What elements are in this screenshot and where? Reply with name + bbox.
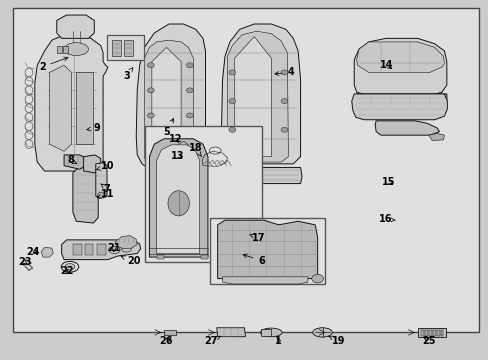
Polygon shape (73, 167, 98, 223)
Ellipse shape (147, 113, 154, 118)
Bar (420, 329, 423, 336)
Bar (97, 244, 106, 255)
Polygon shape (175, 141, 188, 158)
Polygon shape (353, 39, 446, 96)
Bar (428, 329, 431, 336)
Polygon shape (64, 155, 86, 169)
Text: 19: 19 (328, 336, 345, 346)
Polygon shape (234, 37, 271, 157)
Text: 23: 23 (18, 257, 32, 267)
Polygon shape (227, 31, 288, 162)
Text: 3: 3 (123, 68, 133, 81)
Bar (124, 40, 133, 56)
Text: 27: 27 (204, 336, 221, 346)
Text: 26: 26 (160, 336, 173, 346)
Bar (210, 218, 325, 284)
Ellipse shape (65, 264, 75, 270)
Text: 21: 21 (107, 243, 121, 253)
Ellipse shape (167, 191, 189, 216)
Text: 6: 6 (243, 254, 264, 266)
Text: 1: 1 (275, 336, 282, 346)
Text: 9: 9 (87, 123, 101, 133)
Ellipse shape (228, 99, 235, 104)
Bar (157, 255, 163, 259)
Text: 7: 7 (101, 184, 110, 194)
Ellipse shape (186, 88, 193, 93)
Bar (440, 329, 443, 336)
Polygon shape (61, 240, 141, 260)
Ellipse shape (186, 63, 193, 68)
Ellipse shape (281, 70, 287, 75)
Polygon shape (222, 277, 307, 284)
Ellipse shape (312, 328, 331, 337)
Polygon shape (115, 235, 137, 249)
Bar (63, 46, 68, 53)
Ellipse shape (311, 274, 323, 283)
Bar (436, 329, 439, 336)
Polygon shape (83, 155, 101, 173)
Ellipse shape (281, 127, 287, 132)
Text: 16: 16 (378, 215, 395, 224)
Polygon shape (216, 328, 245, 337)
Polygon shape (152, 47, 181, 158)
Polygon shape (22, 260, 31, 265)
Polygon shape (356, 42, 444, 72)
Polygon shape (356, 94, 446, 105)
Text: 5: 5 (163, 119, 173, 136)
Polygon shape (136, 24, 205, 167)
Polygon shape (163, 330, 176, 335)
Bar (144, 126, 261, 262)
Bar (432, 329, 435, 336)
Bar (107, 35, 143, 60)
Text: 18: 18 (188, 143, 202, 156)
Ellipse shape (186, 113, 193, 118)
Polygon shape (41, 247, 53, 257)
Polygon shape (49, 65, 71, 151)
Text: 4: 4 (274, 67, 294, 77)
Ellipse shape (281, 99, 287, 104)
Polygon shape (149, 139, 207, 257)
Text: 12: 12 (168, 134, 182, 144)
Bar (417, 328, 445, 337)
Polygon shape (181, 158, 193, 170)
Text: 24: 24 (26, 247, 40, 257)
Ellipse shape (260, 328, 282, 337)
Polygon shape (221, 24, 300, 164)
Bar (260, 329, 271, 336)
Polygon shape (35, 33, 108, 171)
Text: 20: 20 (121, 256, 140, 266)
Polygon shape (428, 134, 444, 140)
Bar (84, 244, 93, 255)
Polygon shape (96, 163, 107, 198)
Polygon shape (57, 15, 94, 39)
Bar (112, 40, 121, 56)
Text: 2: 2 (39, 57, 68, 72)
Text: 17: 17 (249, 233, 265, 243)
Ellipse shape (64, 42, 88, 55)
Text: 10: 10 (96, 161, 115, 171)
Ellipse shape (147, 88, 154, 93)
Bar (200, 255, 207, 259)
Bar (424, 329, 427, 336)
Polygon shape (144, 40, 193, 164)
Polygon shape (76, 72, 93, 144)
Polygon shape (351, 94, 447, 120)
Bar (57, 46, 61, 53)
Polygon shape (157, 145, 199, 253)
Bar (73, 244, 81, 255)
Text: 14: 14 (379, 60, 393, 70)
Text: 22: 22 (60, 266, 73, 276)
Ellipse shape (228, 70, 235, 75)
Ellipse shape (147, 63, 154, 68)
Ellipse shape (98, 192, 104, 198)
Polygon shape (221, 167, 302, 184)
Text: 15: 15 (381, 177, 394, 187)
Text: 11: 11 (97, 189, 115, 199)
Text: 13: 13 (170, 150, 183, 161)
Polygon shape (374, 121, 439, 135)
Text: 25: 25 (421, 336, 435, 346)
Polygon shape (217, 220, 317, 279)
Text: 8: 8 (67, 155, 77, 165)
Ellipse shape (228, 127, 235, 132)
